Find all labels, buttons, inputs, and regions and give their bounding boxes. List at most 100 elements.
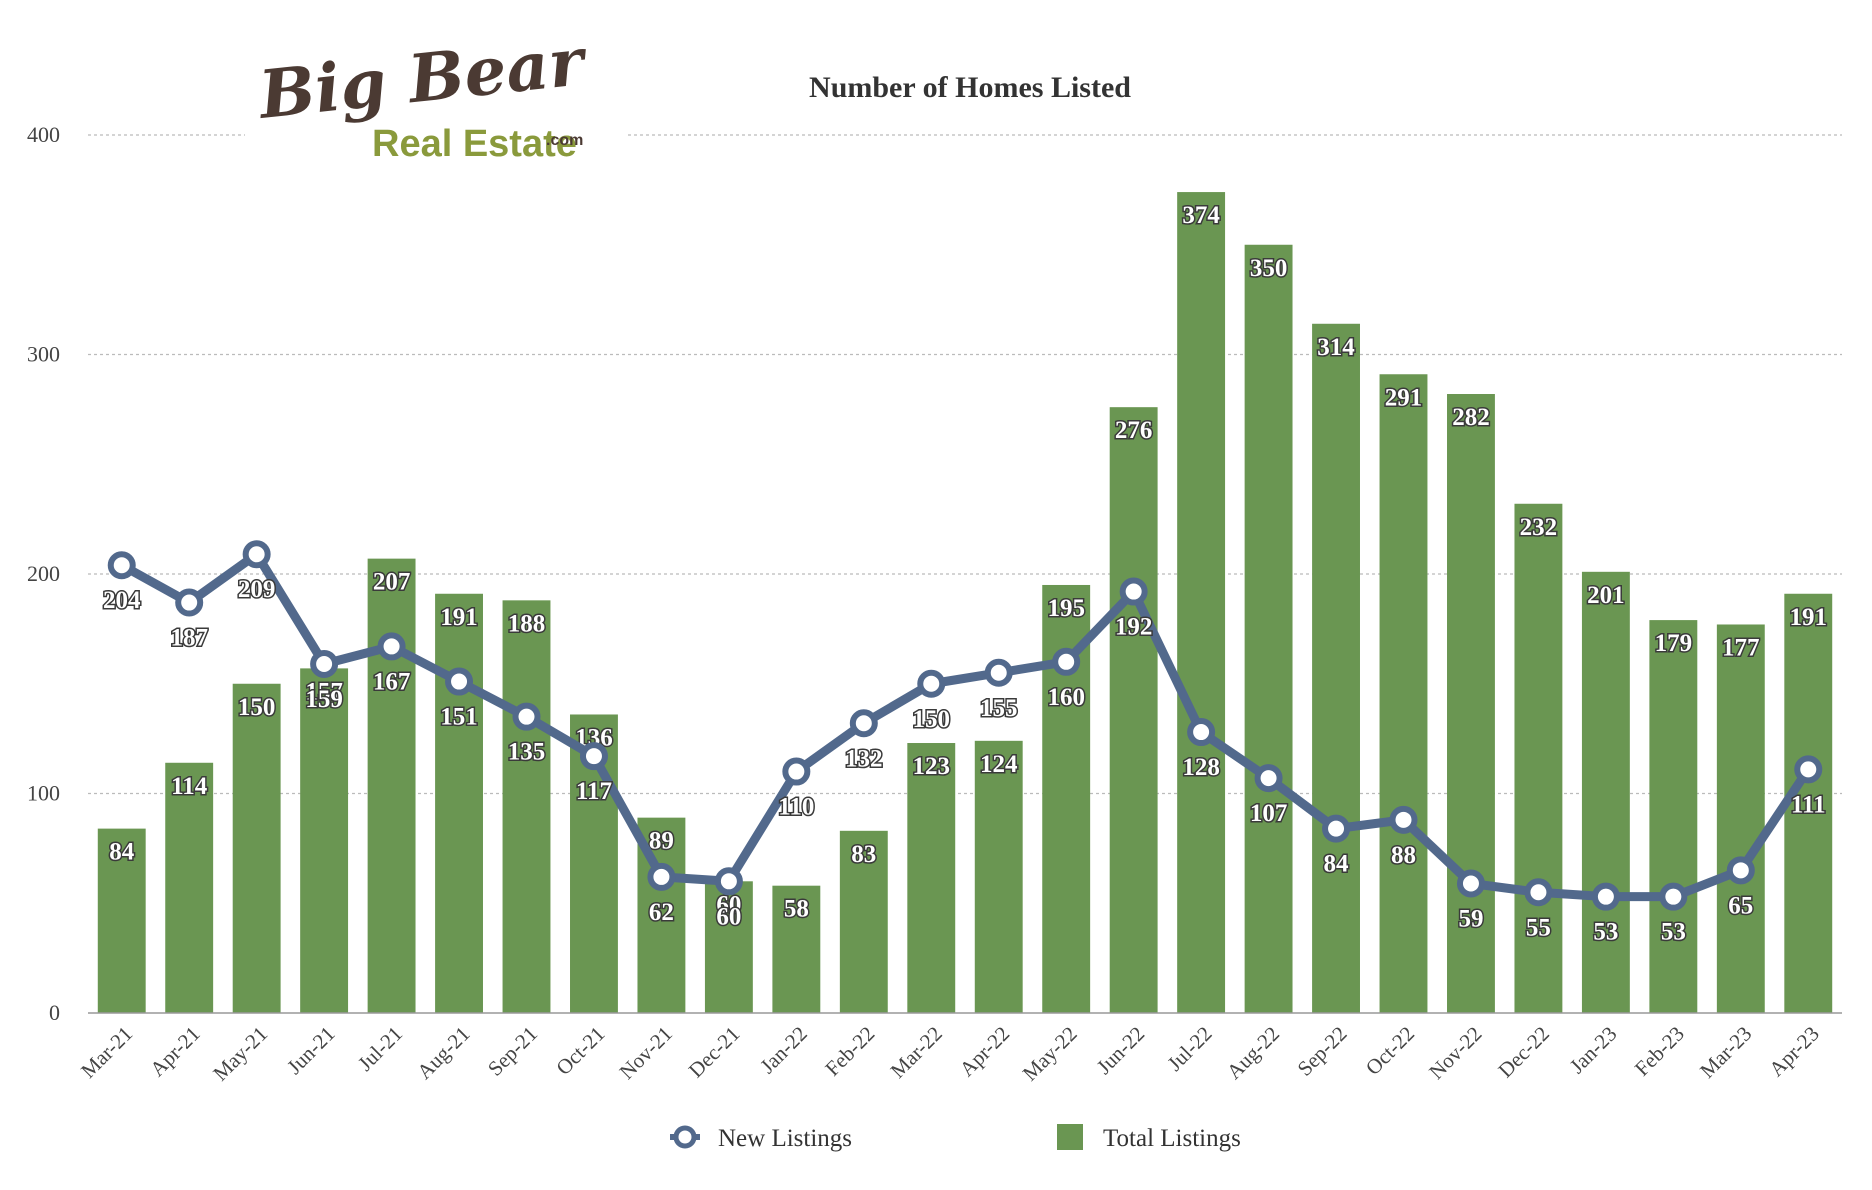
line-point bbox=[917, 669, 946, 698]
line-value-label: 107 bbox=[1250, 800, 1288, 827]
bar bbox=[435, 593, 483, 1013]
x-tick-label: Jun-22 bbox=[1092, 1022, 1149, 1079]
line-point bbox=[1659, 882, 1688, 911]
legend-bar-swatch bbox=[1057, 1124, 1083, 1150]
line-point bbox=[1389, 805, 1418, 834]
line-value-label: 167 bbox=[373, 668, 411, 695]
bar-value-label: 350 bbox=[1250, 255, 1288, 282]
line-point bbox=[1119, 577, 1148, 606]
x-tick-label: Jan-22 bbox=[755, 1022, 812, 1079]
bar bbox=[165, 762, 214, 1013]
bar-value-label: 374 bbox=[1182, 202, 1220, 229]
bar-value-label: 282 bbox=[1452, 404, 1490, 431]
bar bbox=[97, 828, 146, 1013]
bar bbox=[1581, 571, 1630, 1013]
bar bbox=[367, 558, 416, 1013]
bar bbox=[1514, 503, 1563, 1013]
bar-value-label: 84 bbox=[109, 839, 135, 866]
x-tick-label: Aug-22 bbox=[1222, 1022, 1284, 1084]
line-point bbox=[849, 709, 878, 738]
line-point bbox=[175, 588, 204, 617]
line-point bbox=[1524, 878, 1553, 907]
x-tick-label: Mar-22 bbox=[886, 1022, 947, 1083]
logo: Big Bear Real Estate .com bbox=[245, 22, 625, 168]
line-value-label: 128 bbox=[1182, 754, 1220, 781]
bar bbox=[300, 668, 349, 1013]
line-point bbox=[107, 551, 136, 580]
line-point bbox=[310, 649, 339, 678]
x-tick-label: Mar-21 bbox=[76, 1022, 137, 1083]
bar bbox=[1312, 323, 1360, 1013]
bar-value-label: 191 bbox=[440, 604, 478, 631]
x-tick-label: Aug-21 bbox=[412, 1022, 474, 1084]
bar-value-label: 232 bbox=[1520, 514, 1558, 541]
line-value-label: 155 bbox=[980, 695, 1018, 722]
y-tick-label: 400 bbox=[27, 122, 60, 147]
line-point bbox=[242, 540, 271, 569]
line-value-label: 187 bbox=[170, 625, 208, 652]
x-tick-label: Nov-22 bbox=[1424, 1022, 1486, 1084]
legend-item-new-listings[interactable]: New Listings bbox=[670, 1125, 852, 1152]
line-value-label: 132 bbox=[845, 745, 883, 772]
legend-marker-icon bbox=[673, 1125, 697, 1149]
x-tick-label: Jul-22 bbox=[1163, 1022, 1217, 1076]
line-point bbox=[1254, 764, 1283, 793]
bar-value-label: 207 bbox=[373, 569, 411, 596]
bar-value-label: 291 bbox=[1385, 384, 1423, 411]
line-point bbox=[1794, 755, 1823, 784]
bar bbox=[1177, 192, 1226, 1013]
bar bbox=[1379, 374, 1428, 1013]
total-listings-bars bbox=[97, 192, 1833, 1013]
y-tick-label: 0 bbox=[49, 1000, 60, 1025]
bar bbox=[772, 885, 821, 1013]
line-value-label: 53 bbox=[1661, 919, 1686, 946]
bar bbox=[1649, 620, 1698, 1013]
line-value-label: 150 bbox=[913, 706, 951, 733]
bar-value-label: 83 bbox=[851, 841, 876, 868]
gridlines bbox=[88, 134, 1842, 795]
bar-value-label: 314 bbox=[1317, 334, 1355, 361]
new-listings-line bbox=[107, 540, 1823, 911]
bar bbox=[232, 683, 281, 1013]
bar bbox=[974, 740, 1023, 1013]
x-tick-label: May-22 bbox=[1018, 1022, 1082, 1086]
line-value-label: 60 bbox=[716, 903, 741, 930]
legend-item-total-listings[interactable]: Total Listings bbox=[1057, 1124, 1241, 1152]
x-tick-label: Nov-21 bbox=[615, 1022, 677, 1084]
bar bbox=[839, 830, 888, 1013]
x-tick-label: Apr-23 bbox=[1764, 1022, 1824, 1082]
line-value-label: 209 bbox=[238, 576, 276, 603]
x-tick-label: Dec-21 bbox=[684, 1022, 745, 1083]
logo-background bbox=[245, 48, 625, 168]
legend: New Listings Total Listings bbox=[670, 1124, 1241, 1152]
bar-value-label: 124 bbox=[980, 751, 1018, 778]
chart-title: Number of Homes Listed bbox=[809, 71, 1131, 104]
line-point bbox=[714, 867, 743, 896]
bar bbox=[1784, 593, 1833, 1013]
line-value-label: 160 bbox=[1047, 684, 1085, 711]
x-tick-label: Jan-23 bbox=[1565, 1022, 1622, 1079]
bar bbox=[907, 743, 956, 1013]
logo-sub-text: Real Estate bbox=[372, 123, 577, 165]
y-tick-label: 300 bbox=[27, 342, 60, 367]
line-value-label: 84 bbox=[1324, 851, 1350, 878]
y-axis-ticks: 0 100 200 300 400 bbox=[27, 122, 60, 1025]
line-point bbox=[579, 742, 608, 771]
bar bbox=[1447, 394, 1495, 1013]
x-tick-label: Sep-21 bbox=[483, 1022, 542, 1081]
line-value-label: 62 bbox=[649, 899, 674, 926]
line-value-label: 117 bbox=[576, 778, 612, 805]
line-value-label: 65 bbox=[1728, 892, 1753, 919]
bar-value-label: 157 bbox=[305, 678, 343, 705]
x-tick-label: Jun-21 bbox=[282, 1022, 339, 1079]
line-value-label: 204 bbox=[103, 587, 141, 614]
bar bbox=[1109, 407, 1158, 1013]
line-point bbox=[377, 632, 406, 661]
bar bbox=[704, 881, 753, 1013]
bar-value-label: 191 bbox=[1790, 604, 1828, 631]
bar-value-label: 150 bbox=[238, 694, 276, 721]
legend-label-total-listings: Total Listings bbox=[1103, 1125, 1241, 1152]
x-tick-label: Apr-22 bbox=[955, 1022, 1015, 1082]
x-tick-label: Mar-23 bbox=[1695, 1022, 1756, 1083]
